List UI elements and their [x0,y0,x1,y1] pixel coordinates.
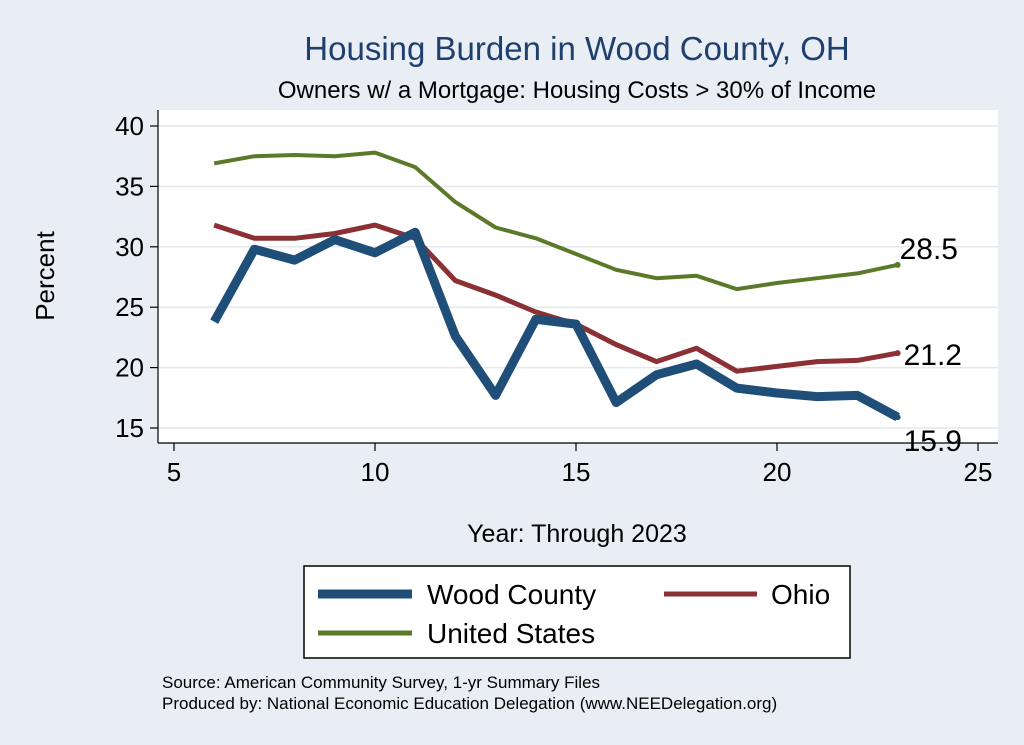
end-labels: 15.9 21.2 28.5 [900,233,962,458]
end-label-wood-county: 15.9 [904,425,962,458]
legend-label-united-states: United States [427,618,595,649]
y-tick-label: 25 [115,292,144,322]
chart-subtitle: Owners w/ a Mortgage: Housing Costs > 30… [278,77,876,104]
y-tick-label: 20 [115,353,144,383]
legend-label-wood-county: Wood County [427,579,596,610]
series-lines [210,150,901,422]
y-tick-label: 30 [115,232,144,262]
x-tick-label: 20 [763,457,792,487]
y-tick-label: 40 [115,111,144,141]
producer-note: Produced by: National Economic Education… [162,694,777,713]
x-tick-label: 10 [361,457,390,487]
x-tick-label: 15 [562,457,591,487]
source-note: Source: American Community Survey, 1-yr … [162,673,600,692]
legend-label-ohio: Ohio [771,579,830,610]
series-end-point [894,261,901,268]
series-line-united-states [213,150,899,292]
legend-box [303,565,851,659]
x-tick-label: 25 [964,457,993,487]
y-axis: 15 20 25 30 35 40 [115,110,159,443]
series-end-point [894,414,901,421]
series-end-point [894,350,901,357]
end-label-ohio: 21.2 [904,339,962,372]
series-line-wood-county [210,227,900,422]
y-tick-label: 35 [115,171,144,201]
end-label-united-states: 28.5 [900,233,958,266]
gridlines [158,125,998,429]
y-axis-label: Percent [30,230,60,320]
legend: Wood County Ohio United States [303,565,851,659]
y-tick-label: 15 [115,413,144,443]
x-axis-label: Year: Through 2023 [467,520,687,548]
x-tick-label: 5 [167,457,181,487]
plot-area [158,110,998,443]
x-axis: 5 10 15 20 25 [158,442,998,487]
chart-title: Housing Burden in Wood County, OH [304,30,849,67]
